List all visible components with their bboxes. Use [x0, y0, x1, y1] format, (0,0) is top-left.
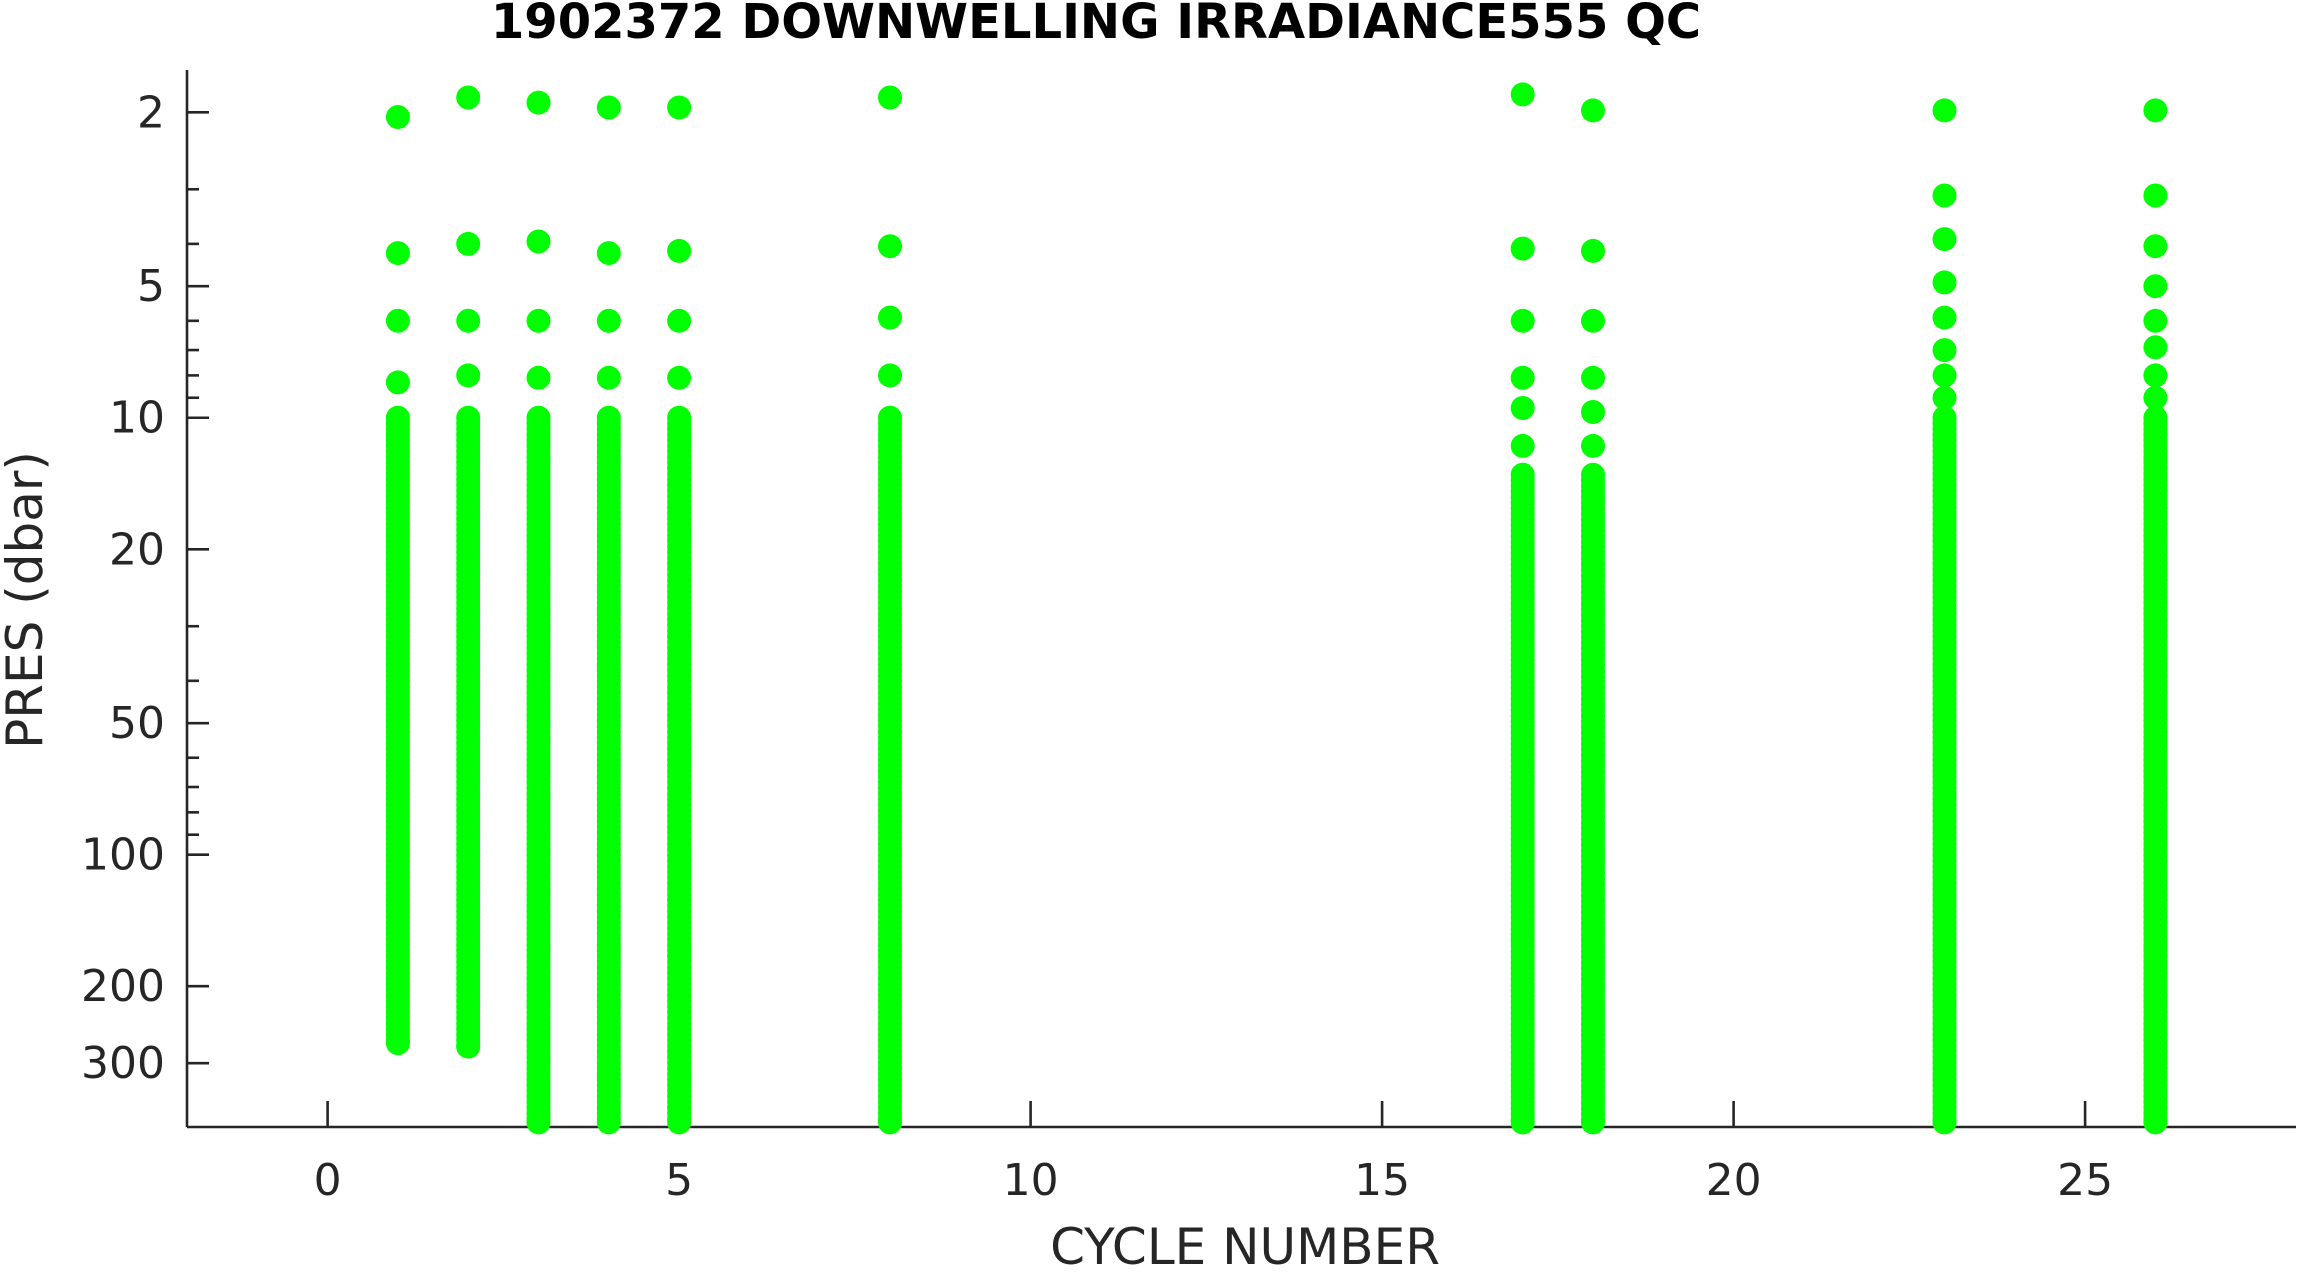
- x-tick-label: 10: [1003, 1155, 1059, 1206]
- profile-cycle-3: [526, 90, 551, 1135]
- data-point: [1510, 396, 1535, 420]
- data-point: [2143, 363, 2168, 388]
- profile-cycle-23: [1932, 98, 1957, 1135]
- data-point: [667, 308, 692, 333]
- x-tick-label: 25: [2057, 1155, 2113, 1206]
- x-axis-label: CYCLE NUMBER: [1050, 1218, 1440, 1269]
- y-tick-label: 50: [109, 698, 165, 749]
- data-point: [1932, 363, 1957, 388]
- data-point: [1932, 183, 1957, 208]
- data-point: [596, 308, 621, 333]
- data-point: [1932, 1110, 1957, 1135]
- data-point: [526, 229, 551, 254]
- data-point: [456, 85, 481, 110]
- data-point: [596, 1110, 621, 1135]
- y-tick-label: 2: [137, 87, 165, 138]
- data-point: [2143, 308, 2168, 333]
- data-point: [2143, 335, 2168, 360]
- data-point: [385, 1031, 410, 1056]
- data-point: [2143, 1110, 2168, 1135]
- data-point: [526, 90, 551, 115]
- profile-cycle-4: [596, 95, 621, 1135]
- profile-cycle-2: [456, 85, 481, 1059]
- y-tick-label: 100: [81, 830, 165, 881]
- profile-cycle-5: [667, 95, 692, 1135]
- data-point: [385, 370, 410, 395]
- data-point: [1581, 433, 1605, 458]
- y-tick-label: 20: [109, 524, 165, 575]
- data-point: [1510, 1110, 1535, 1135]
- data-point: [1932, 270, 1957, 295]
- data-point: [878, 363, 902, 388]
- data-point: [596, 241, 621, 266]
- data-point: [456, 231, 481, 256]
- data-point: [526, 365, 551, 390]
- profile-cycle-26: [2143, 98, 2168, 1135]
- data-point: [1581, 1110, 1605, 1135]
- data-point: [878, 234, 902, 259]
- profile-cycle-17: [1510, 82, 1535, 1135]
- data-point: [878, 85, 902, 110]
- x-tick-label: 0: [314, 1155, 342, 1206]
- data-point: [385, 308, 410, 333]
- data-markers: [385, 82, 2168, 1135]
- data-point: [1581, 400, 1605, 424]
- data-point: [1510, 82, 1535, 107]
- data-point: [596, 95, 621, 120]
- data-point: [2143, 183, 2168, 208]
- data-point: [1510, 365, 1535, 390]
- data-point: [1581, 365, 1605, 390]
- data-point: [456, 363, 481, 388]
- x-tick-label: 5: [665, 1155, 693, 1206]
- profile-cycle-1: [385, 105, 410, 1056]
- data-point: [1932, 305, 1957, 330]
- y-tick-label: 5: [137, 261, 165, 312]
- data-point: [526, 1110, 551, 1135]
- data-point: [1581, 308, 1605, 333]
- data-point: [667, 238, 692, 263]
- data-point: [878, 305, 902, 330]
- data-point: [526, 308, 551, 333]
- y-axis-label: PRES (dbar): [0, 451, 54, 749]
- data-point: [456, 1034, 481, 1059]
- y-tick-label: 200: [81, 961, 165, 1012]
- data-point: [1932, 385, 1957, 410]
- profile-cycle-18: [1581, 98, 1605, 1135]
- data-point: [385, 105, 410, 129]
- data-point: [667, 95, 692, 120]
- data-point: [596, 365, 621, 390]
- data-point: [2143, 274, 2168, 299]
- x-tick-label: 15: [1354, 1155, 1410, 1206]
- data-point: [1581, 238, 1605, 263]
- x-tick-label: 20: [1706, 1155, 1762, 1206]
- data-point: [667, 1110, 692, 1135]
- profile-cycle-8: [878, 85, 902, 1135]
- data-point: [1510, 236, 1535, 261]
- data-point: [385, 241, 410, 266]
- data-point: [1581, 98, 1605, 123]
- y-tick-label: 300: [81, 1038, 165, 1089]
- y-tick-label: 10: [109, 393, 165, 444]
- data-point: [456, 308, 481, 333]
- chart-title: 1902372 DOWNWELLING IRRADIANCE555 QC: [491, 0, 1701, 50]
- data-point: [878, 1110, 902, 1135]
- data-point: [1510, 433, 1535, 458]
- data-point: [1932, 98, 1957, 123]
- data-point: [1932, 338, 1957, 363]
- data-point: [2143, 385, 2168, 410]
- data-point: [2143, 234, 2168, 259]
- data-point: [667, 365, 692, 390]
- data-point: [2143, 98, 2168, 123]
- data-point: [1510, 308, 1535, 333]
- data-point: [1932, 227, 1957, 252]
